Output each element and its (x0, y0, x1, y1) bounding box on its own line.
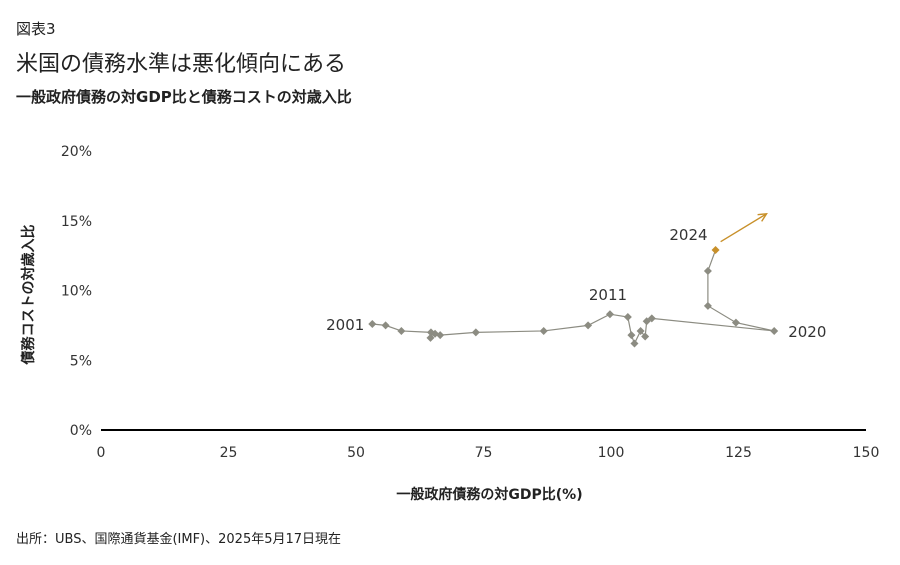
chart-subtitle: 一般政府債務の対GDP比と債務コストの対歳入比 (16, 88, 352, 106)
highlight-marker (711, 246, 720, 255)
data-markers (368, 246, 779, 348)
series-line (372, 249, 775, 346)
data-marker (703, 301, 712, 310)
source-note: 出所：UBS、国際通貨基金(IMF)、2025年5月17日現在 (16, 532, 342, 547)
x-axis-title: 一般政府債務の対GDP比(%) (396, 486, 582, 503)
data-marker (731, 318, 740, 327)
data-marker (770, 326, 779, 335)
point-label: 2011 (589, 286, 627, 304)
data-marker (381, 321, 390, 330)
data-marker (623, 313, 632, 322)
data-marker (605, 310, 614, 319)
chart-headline: 米国の債務水準は悪化傾向にある (16, 52, 347, 77)
x-tick-label: 25 (220, 445, 238, 461)
data-marker (471, 328, 480, 337)
point-label: 2001 (326, 316, 364, 334)
figure-label: 図表3 (16, 20, 56, 38)
data-marker (397, 326, 406, 335)
data-marker (436, 331, 445, 340)
y-tick-label: 15% (61, 214, 92, 230)
y-axis-title: 債務コストの対歳入比 (20, 225, 37, 366)
x-tick-label: 0 (97, 445, 106, 461)
x-tick-label: 50 (347, 445, 365, 461)
data-marker (641, 332, 650, 341)
x-tick-label: 125 (725, 445, 752, 461)
y-tick-label: 5% (70, 353, 92, 369)
data-marker (627, 331, 636, 340)
point-label: 2020 (788, 323, 826, 341)
x-tick-label: 100 (598, 445, 625, 461)
point-label: 2024 (669, 226, 707, 244)
data-marker (584, 321, 593, 330)
y-tick-label: 20% (61, 144, 92, 160)
data-marker (539, 326, 548, 335)
y-tick-label: 0% (70, 423, 92, 439)
data-marker (703, 266, 712, 275)
y-tick-label: 10% (61, 284, 92, 300)
x-tick-label: 75 (475, 445, 493, 461)
data-marker (647, 314, 656, 323)
data-marker (368, 319, 377, 328)
x-tick-label: 150 (853, 445, 880, 461)
data-marker (426, 333, 435, 342)
data-marker (630, 339, 639, 348)
x-tick-labels: 0 25 50 75 100 125 150 (97, 445, 880, 461)
arrow-head (757, 212, 768, 222)
trend-arrow (720, 212, 768, 243)
arrow-shaft (720, 213, 767, 243)
y-tick-labels: 0% 5% 10% 15% 20% (61, 144, 92, 439)
data-marker (636, 326, 645, 335)
point-labels: 2001 2011 2020 2024 (326, 226, 826, 341)
